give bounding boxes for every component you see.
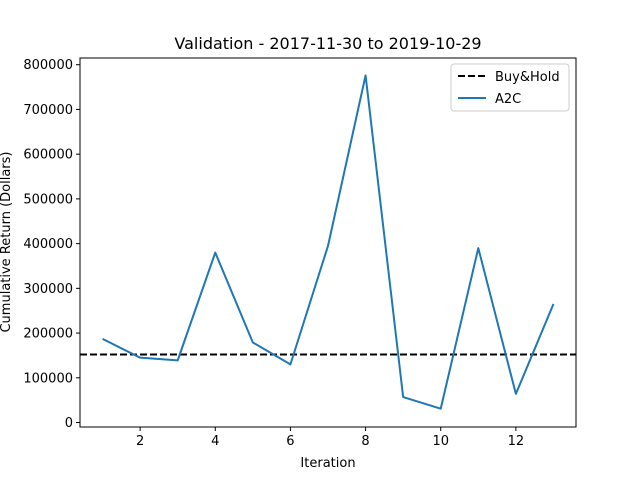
y-tick-label: 0	[65, 416, 73, 431]
y-tick-label: 100000	[23, 371, 73, 386]
chart-title: Validation - 2017-11-30 to 2019-10-29	[174, 34, 481, 53]
series-line-a2c	[102, 74, 555, 410]
y-tick-label: 300000	[23, 282, 73, 297]
x-axis-label: Iteration	[300, 456, 355, 471]
legend: Buy&Hold A2C	[450, 63, 570, 112]
legend-label-buy-hold: Buy&Hold	[495, 70, 560, 85]
y-tick-label: 200000	[23, 327, 73, 342]
axes-frame	[79, 57, 577, 428]
y-tick-label: 500000	[23, 192, 73, 207]
y-axis-label: Cumulative Return (Dollars)	[0, 151, 14, 332]
x-tick-label: 12	[508, 434, 525, 449]
x-tick-label: 8	[361, 434, 369, 449]
plot-area	[79, 57, 577, 428]
x-tick-label: 4	[211, 434, 219, 449]
x-tick-label: 2	[136, 434, 144, 449]
x-tick-label: 6	[286, 434, 294, 449]
y-tick-label: 800000	[23, 58, 73, 73]
legend-label-a2c: A2C	[495, 92, 521, 107]
y-tick-label: 600000	[23, 148, 73, 163]
x-axis-ticks: 2 4 6 8 10 12	[136, 427, 524, 449]
y-tick-label: 400000	[23, 237, 73, 252]
x-tick-label: 10	[432, 434, 449, 449]
y-tick-label: 700000	[23, 103, 73, 118]
y-axis-ticks: 0 100000 200000 300000 400000 500000 600000 700…	[23, 58, 80, 431]
